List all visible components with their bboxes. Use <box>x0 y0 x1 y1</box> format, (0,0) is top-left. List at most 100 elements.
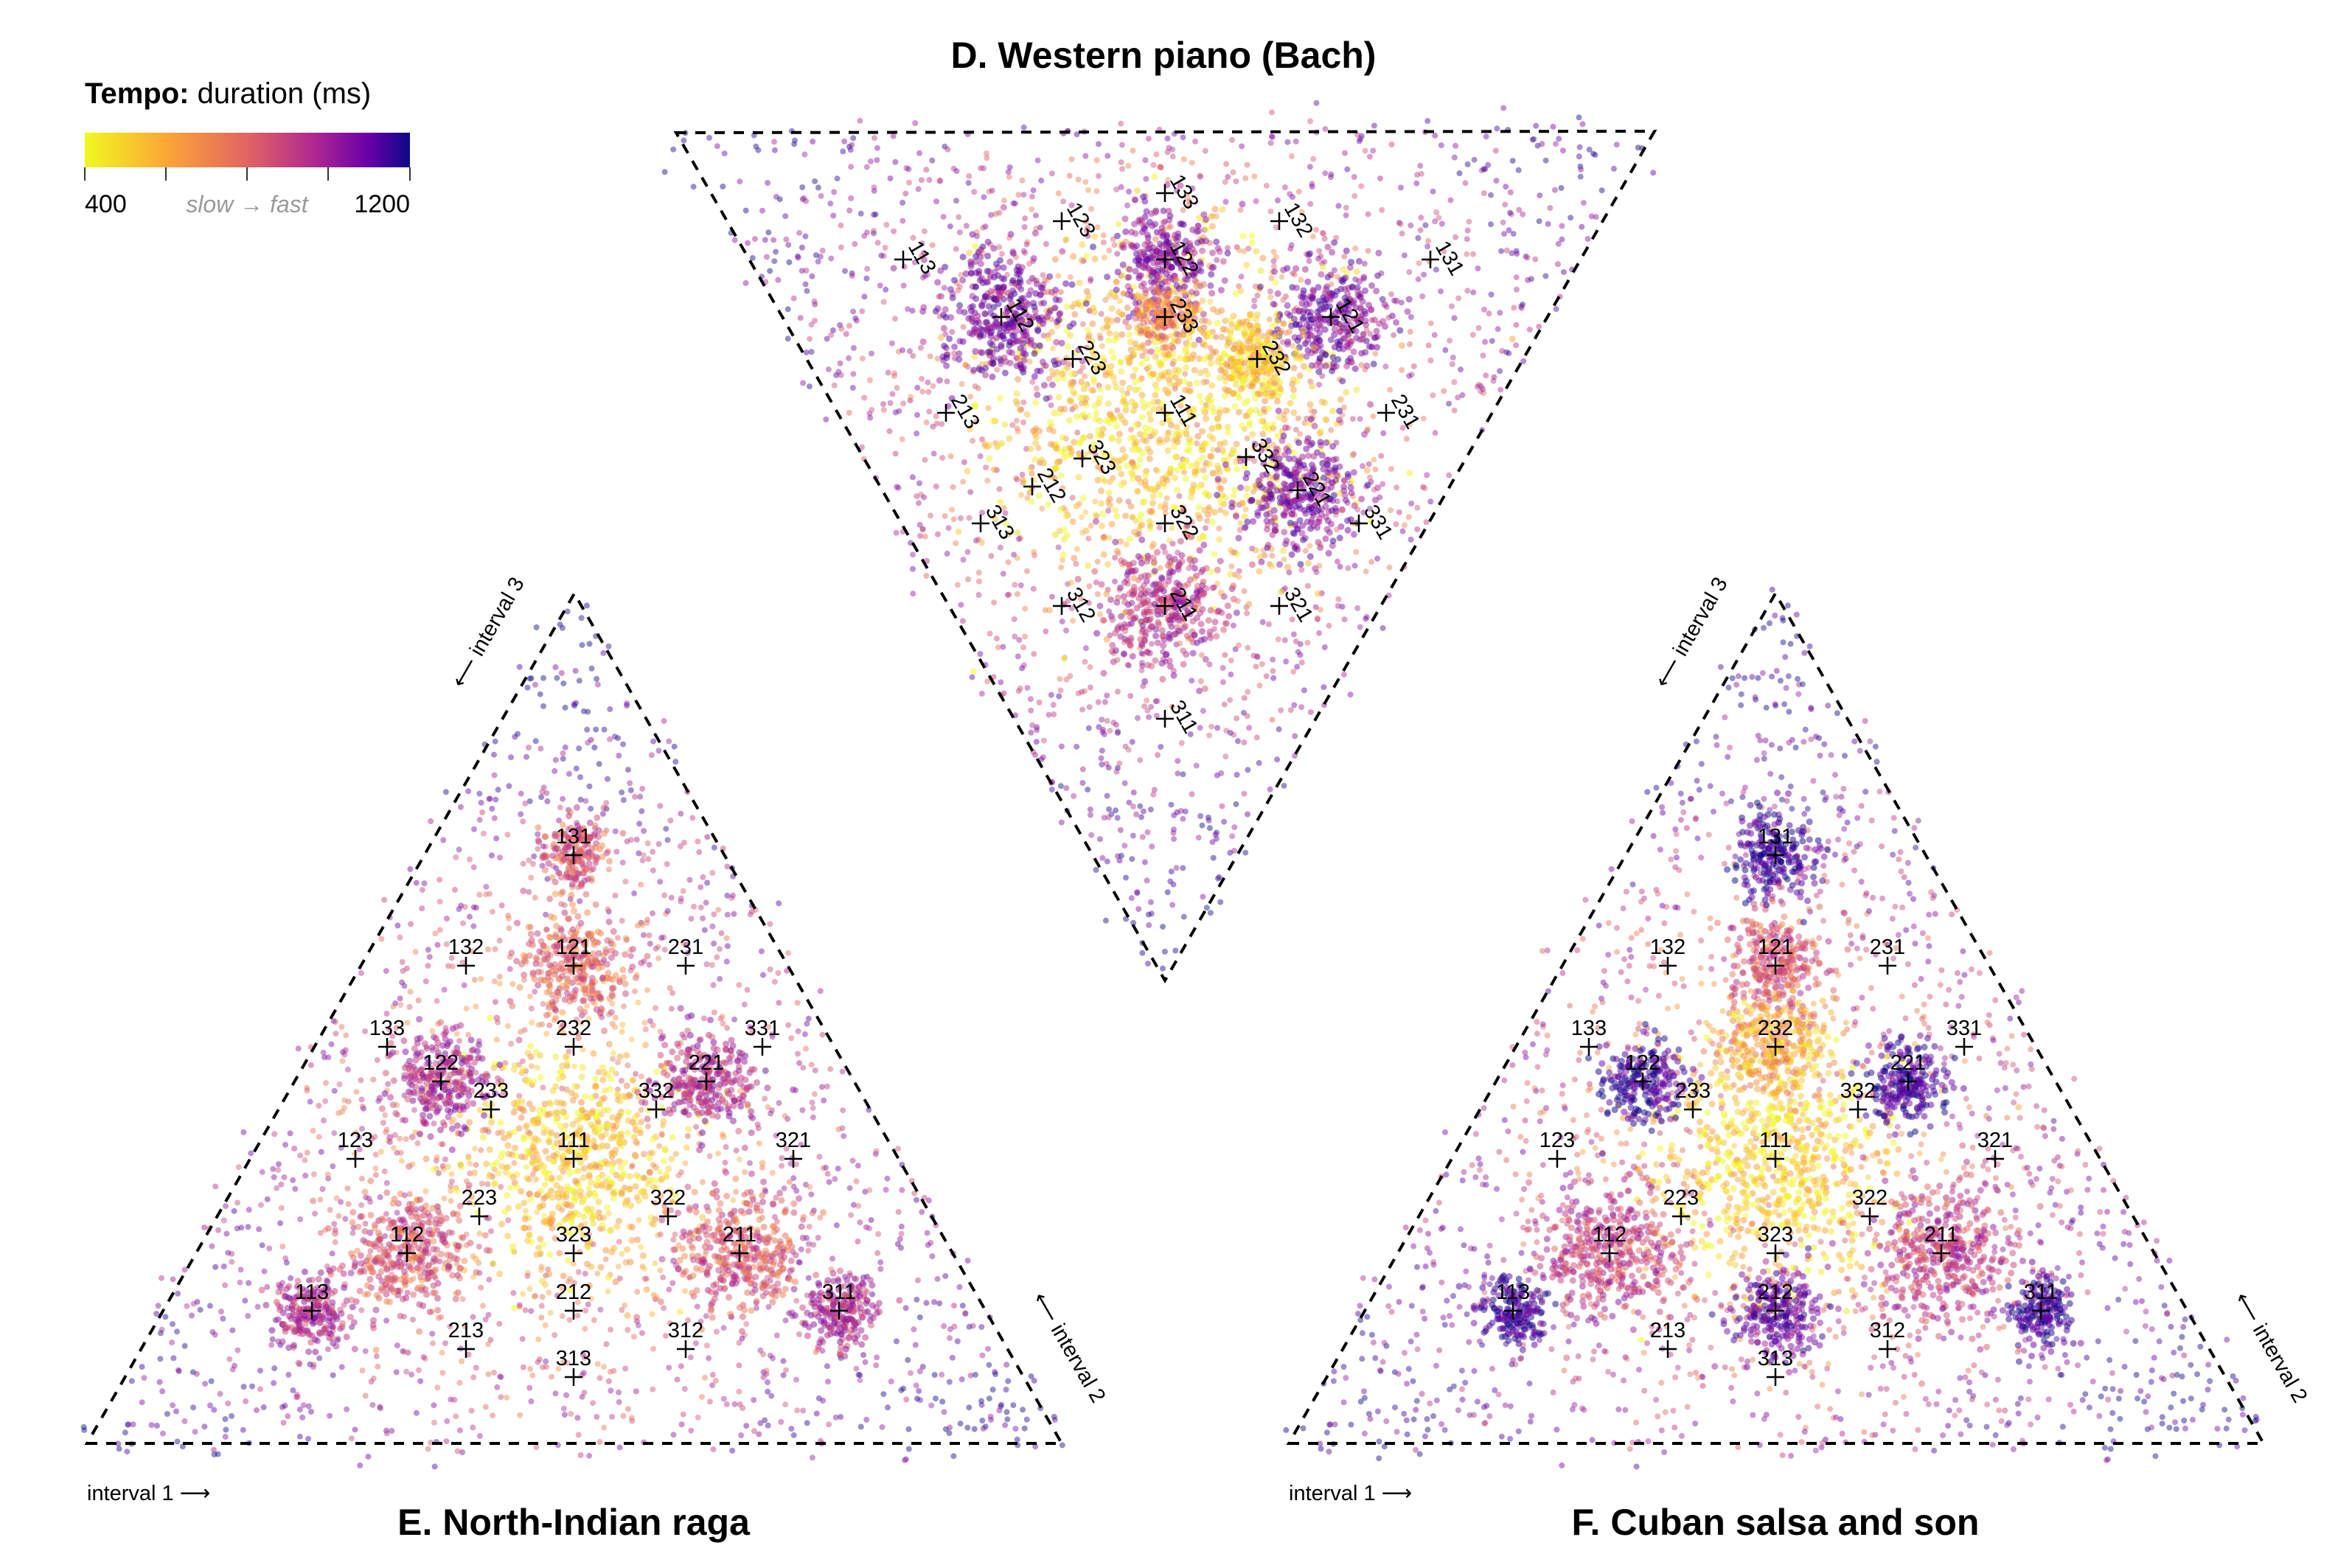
density-point <box>1388 466 1394 472</box>
density-point <box>1051 304 1059 311</box>
density-point <box>1138 263 1146 271</box>
density-point <box>632 988 638 994</box>
density-point <box>1014 476 1020 483</box>
density-point <box>1306 258 1312 265</box>
density-point <box>1079 514 1085 520</box>
density-point <box>1059 433 1066 441</box>
density-point <box>1112 554 1118 561</box>
density-point <box>943 362 950 369</box>
density-point <box>1218 770 1225 776</box>
density-point <box>1012 582 1018 588</box>
density-point <box>1200 356 1208 363</box>
density-point <box>1490 377 1497 384</box>
density-point <box>911 1326 917 1333</box>
density-point <box>781 1185 787 1191</box>
density-point <box>1032 399 1040 406</box>
density-point <box>1017 534 1023 541</box>
density-point <box>1335 558 1340 565</box>
density-point <box>1296 372 1304 380</box>
density-point <box>1250 518 1257 525</box>
density-point <box>1107 501 1113 509</box>
density-point <box>1300 536 1307 543</box>
density-point <box>1088 523 1094 529</box>
density-point <box>1318 452 1326 459</box>
density-point <box>1070 388 1077 396</box>
density-point <box>1203 415 1210 422</box>
density-point <box>989 373 996 380</box>
density-point <box>965 576 971 582</box>
density-point <box>1236 364 1243 372</box>
density-point <box>1298 659 1305 666</box>
density-point <box>1135 595 1143 602</box>
density-point <box>1244 518 1251 526</box>
density-point <box>1222 178 1228 185</box>
density-point <box>1035 492 1043 499</box>
density-point <box>1175 758 1181 764</box>
density-point <box>1144 649 1151 656</box>
density-point <box>1368 559 1375 565</box>
density-point <box>1446 400 1452 407</box>
density-point <box>1046 273 1054 280</box>
density-point <box>1534 142 1541 149</box>
density-point <box>1425 237 1432 244</box>
density-point <box>680 888 686 894</box>
density-point <box>1319 230 1326 236</box>
density-point <box>1183 364 1190 372</box>
density-point <box>1199 628 1205 635</box>
density-point <box>903 165 910 171</box>
density-point <box>429 1331 436 1337</box>
density-point <box>1153 467 1159 473</box>
density-point <box>1245 811 1250 818</box>
density-point <box>1503 349 1510 355</box>
density-point <box>902 190 909 197</box>
density-point <box>1372 334 1379 341</box>
density-point <box>1228 657 1234 663</box>
density-point <box>1109 616 1116 623</box>
density-point <box>1106 478 1113 485</box>
density-point <box>1310 156 1317 162</box>
density-point <box>1280 547 1287 554</box>
density-point <box>635 999 641 1006</box>
density-point <box>987 630 993 637</box>
density-point <box>1283 537 1290 545</box>
density-point <box>1123 874 1129 881</box>
density-point <box>1112 506 1119 514</box>
density-point <box>1158 400 1165 407</box>
density-point <box>1116 857 1123 864</box>
density-point <box>1358 183 1365 189</box>
density-point <box>1126 535 1133 543</box>
density-point <box>1480 352 1486 359</box>
density-point <box>1244 713 1250 719</box>
density-point <box>1003 321 1010 329</box>
density-point <box>1123 541 1130 548</box>
density-point <box>1438 288 1444 295</box>
density-point <box>1536 324 1542 330</box>
density-point <box>1088 832 1095 838</box>
density-point <box>1138 229 1146 236</box>
density-point <box>1462 180 1469 187</box>
density-point <box>1592 152 1598 158</box>
density-point <box>1135 715 1141 721</box>
density-point <box>1507 209 1514 216</box>
density-point <box>896 408 902 414</box>
density-point <box>1234 715 1240 722</box>
density-point <box>1209 585 1217 591</box>
density-point <box>1200 541 1208 548</box>
density-point <box>1545 220 1551 227</box>
density-point <box>1158 574 1165 581</box>
density-point <box>1194 380 1200 387</box>
density-point <box>893 529 900 536</box>
density-point <box>947 286 954 293</box>
density-point <box>1213 633 1220 640</box>
density-point <box>1326 622 1332 629</box>
density-point <box>1228 355 1236 363</box>
density-point <box>1353 386 1360 394</box>
density-point <box>1231 403 1239 410</box>
density-point <box>1197 725 1203 731</box>
density-point <box>1442 346 1449 353</box>
density-point <box>1028 498 1035 505</box>
density-point <box>1337 563 1343 570</box>
density-point <box>1139 834 1146 840</box>
density-point <box>1214 580 1221 587</box>
density-point <box>1309 293 1317 300</box>
